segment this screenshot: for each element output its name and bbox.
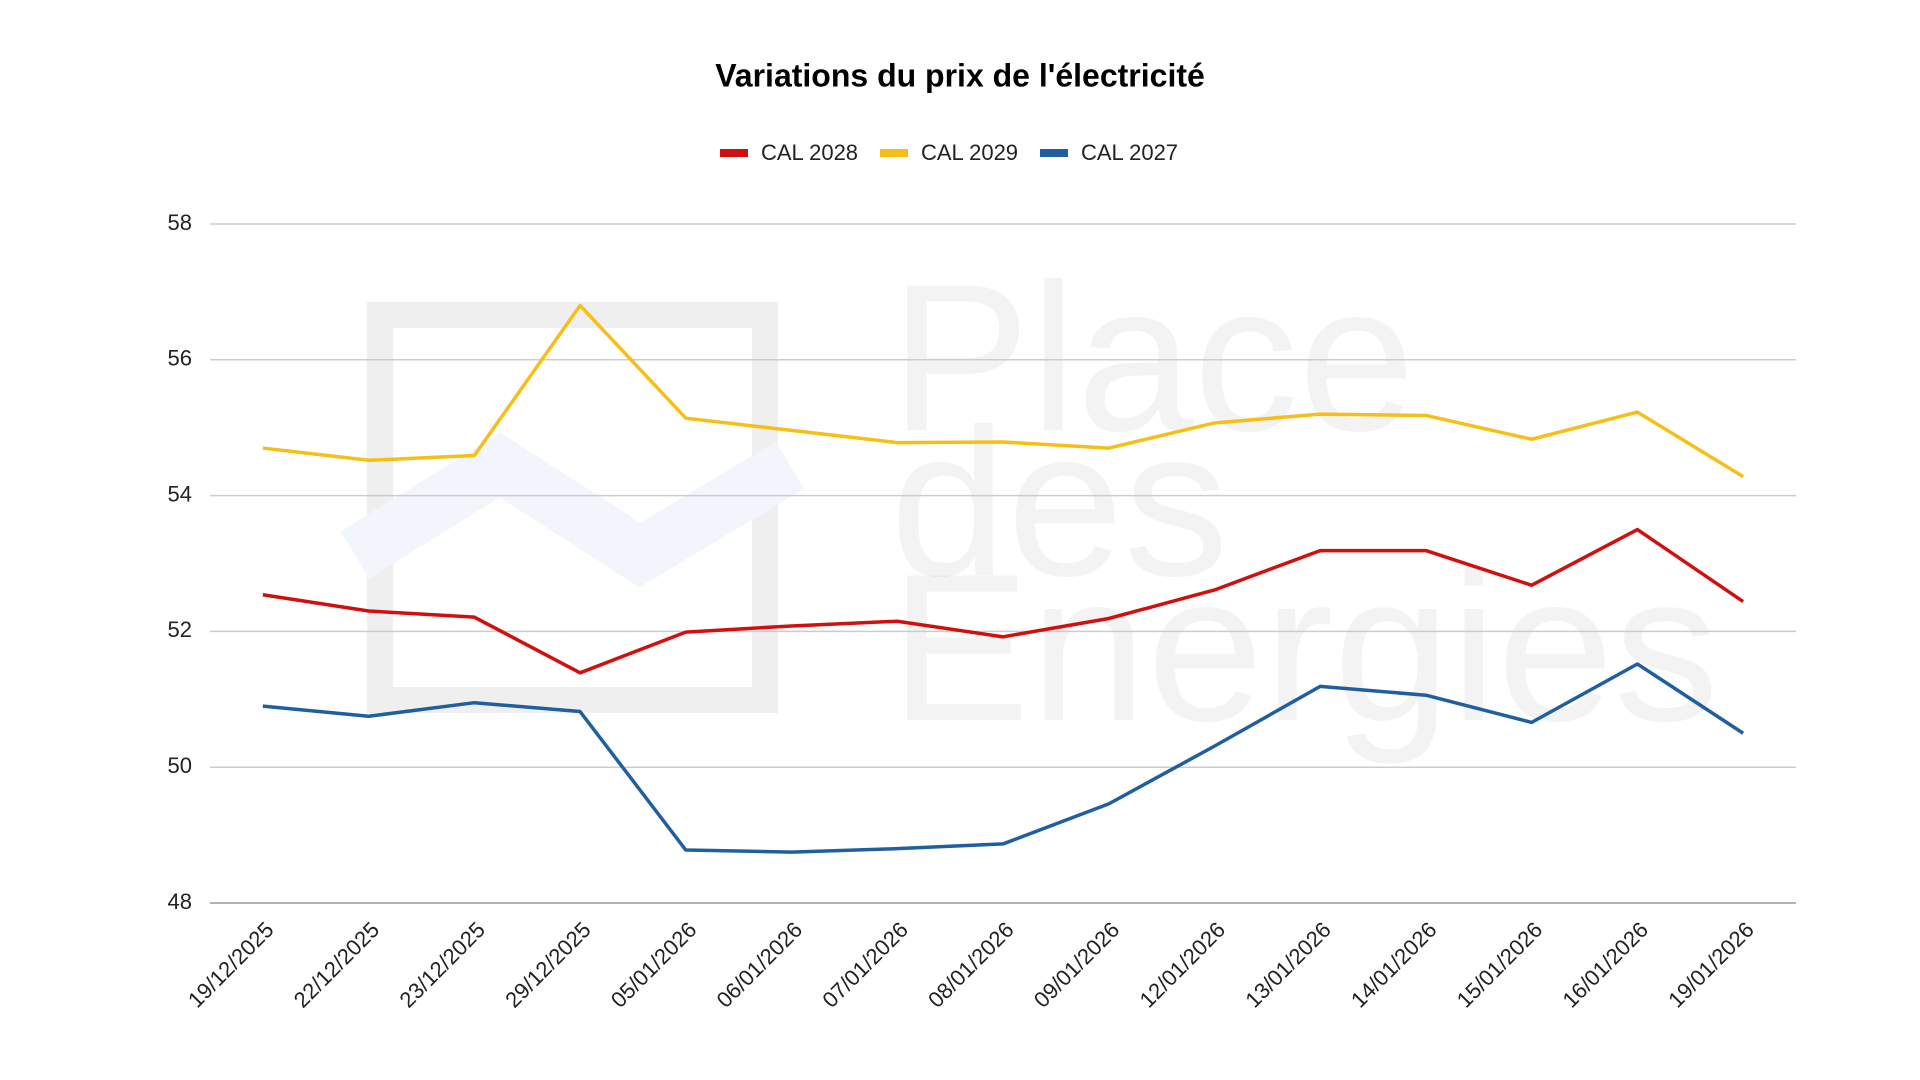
legend-swatch [1040,149,1068,157]
x-tick-label: 19/01/2026 [1663,917,1759,1013]
legend-swatch [720,149,748,157]
watermark: Place [890,240,1415,475]
legend-label: CAL 2029 [921,140,1018,165]
y-tick-label: 58 [168,210,192,235]
series-line [262,303,1745,479]
x-tick-label: 08/01/2026 [923,917,1019,1013]
y-tick-label: 52 [168,617,192,642]
x-tick-label: 09/01/2026 [1029,917,1125,1013]
legend-label: CAL 2028 [761,140,858,165]
x-tick-label: 07/01/2026 [817,917,913,1013]
x-tick-label: 29/12/2025 [500,917,596,1013]
series-line [262,662,1745,854]
x-tick-label: 22/12/2025 [289,917,385,1013]
watermark: Energies [890,530,1719,765]
watermark: des [890,385,1229,620]
x-tick-label: 16/01/2026 [1558,917,1654,1013]
legend-label: CAL 2027 [1081,140,1178,165]
x-tick-label: 06/01/2026 [712,917,808,1013]
x-tick-label: 19/12/2025 [183,917,279,1013]
watermark-logo [340,302,805,713]
x-tick-label: 23/12/2025 [394,917,490,1013]
x-tick-label: 12/01/2026 [1135,917,1231,1013]
y-tick-label: 48 [168,889,192,914]
legend-swatch [880,149,908,157]
x-tick-label: 15/01/2026 [1452,917,1548,1013]
x-tick-label: 14/01/2026 [1346,917,1442,1013]
y-tick-label: 54 [168,481,192,506]
series-line [262,527,1745,675]
y-tick-label: 50 [168,753,192,778]
x-tick-label: 05/01/2026 [606,917,702,1013]
chart-title: Variations du prix de l'électricité [715,57,1205,93]
y-tick-label: 56 [168,346,192,371]
x-tick-label: 13/01/2026 [1240,917,1336,1013]
